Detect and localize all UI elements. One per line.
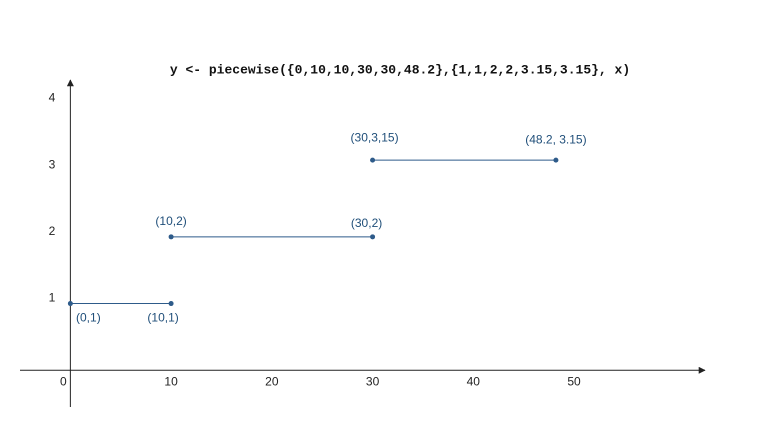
- point-label: (30,2): [351, 216, 382, 230]
- point-label: (48.2, 3.15): [525, 132, 586, 146]
- point-label: (10,2): [155, 214, 186, 228]
- x-tick-label: 0: [60, 374, 67, 388]
- y-tick-label: 2: [49, 224, 56, 238]
- point-label: (0,1): [76, 311, 101, 325]
- x-tick-label: 30: [366, 374, 380, 388]
- x-tick-label: 10: [164, 374, 178, 388]
- x-tick-label: 50: [567, 374, 581, 388]
- y-tick-label: 4: [49, 91, 56, 105]
- point-label: (30,3,15): [351, 130, 399, 144]
- point: [168, 301, 174, 307]
- point: [370, 234, 376, 240]
- chart-title: y <- piecewise({0,10,10,30,30,48.2},{1,1…: [170, 62, 630, 77]
- point: [67, 301, 73, 307]
- x-tick-label: 20: [265, 374, 279, 388]
- point: [168, 234, 174, 240]
- line-series: [70, 159, 556, 305]
- x-tick-label: 40: [467, 374, 481, 388]
- point: [370, 157, 376, 163]
- point-label: (10,1): [147, 311, 178, 325]
- y-tick-label: 1: [49, 291, 56, 305]
- point: [553, 157, 559, 163]
- y-tick-label: 3: [49, 157, 56, 171]
